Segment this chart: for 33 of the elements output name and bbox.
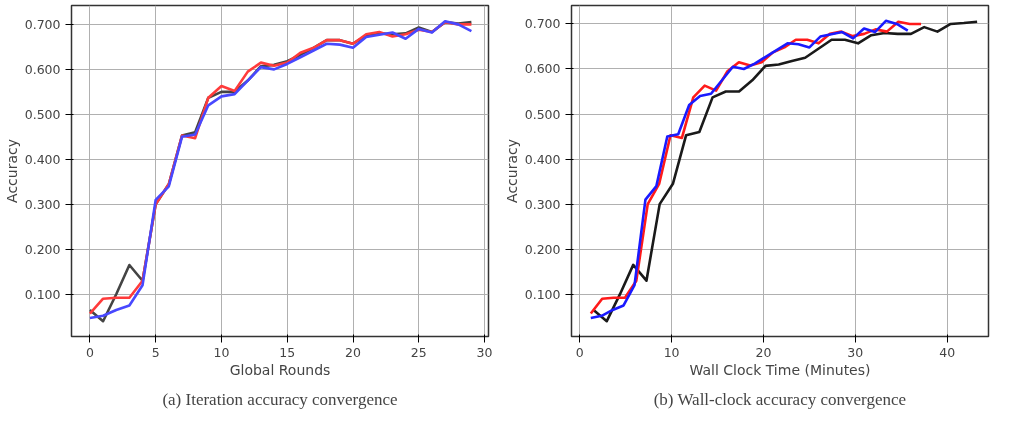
- y-tick-label: 0.600: [24, 61, 61, 77]
- x-tick-label: 10: [213, 344, 230, 360]
- x-tick-label: 20: [755, 344, 772, 360]
- y-tick-label: 0.600: [524, 61, 561, 77]
- y-tick-label: 0.100: [24, 286, 61, 302]
- y-tick-label: 0.700: [524, 16, 561, 32]
- x-tick-label: 15: [279, 344, 296, 360]
- x-axis-title: Wall Clock Time (Minutes): [689, 361, 871, 378]
- x-tick-label: 30: [476, 344, 493, 360]
- y-tick-label: 0.700: [24, 16, 61, 32]
- y-tick-label: 0.500: [524, 106, 561, 122]
- x-tick-label: 25: [410, 344, 427, 360]
- y-tick-label: 0.100: [524, 286, 561, 302]
- x-tick-label: 0: [85, 344, 94, 360]
- x-tick-label: 0: [575, 344, 584, 360]
- x-tick-label: 20: [345, 344, 362, 360]
- x-tick-label: 10: [663, 344, 680, 360]
- x-tick-label: 5: [151, 344, 160, 360]
- y-tick-label: 0.500: [24, 106, 61, 122]
- y-tick-label: 0.400: [524, 151, 561, 167]
- x-axis-title: Global Rounds: [229, 361, 331, 378]
- y-tick-label: 0.300: [524, 196, 561, 212]
- text: (a) Iteration accuracy convergence: [162, 389, 398, 409]
- x-tick-label: 40: [939, 344, 956, 360]
- y-axis-title: Accuracy: [503, 139, 520, 203]
- y-tick-label: 0.300: [24, 196, 61, 212]
- line-series: [592, 20, 979, 323]
- y-tick-label: 0.200: [24, 241, 61, 257]
- y-axis-title: Accuracy: [3, 139, 20, 203]
- x-tick-label: 30: [847, 344, 864, 360]
- text: (b) Wall-clock accuracy convergence: [653, 389, 907, 409]
- y-tick-label: 0.200: [524, 241, 561, 257]
- y-tick-label: 0.400: [24, 151, 61, 167]
